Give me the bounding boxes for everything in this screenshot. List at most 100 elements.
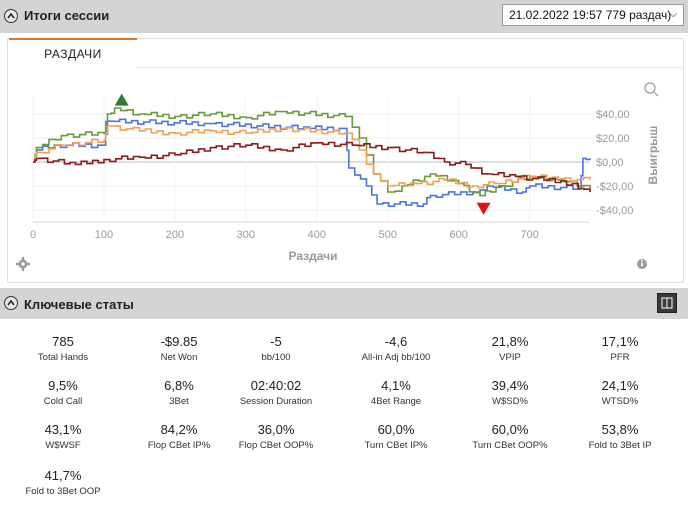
stat-value: 785 [52, 334, 74, 349]
stat-label: All-in Adj bb/100 [361, 352, 431, 363]
stat-value: 43,1% [44, 422, 82, 437]
collapse-stats-button[interactable] [4, 296, 18, 310]
stat-label: WTSD% [601, 396, 639, 407]
y-tick-label: $0,00 [596, 157, 624, 169]
stat-label: Turn CBet OOP% [472, 440, 548, 451]
y-tick-label: -$20,00 [596, 181, 633, 193]
chevron-up-icon [7, 12, 15, 19]
session-title: Итоги сессии [24, 8, 110, 23]
stat-value: -5 [270, 334, 282, 349]
tab-hands-label: РАЗДАЧИ [44, 47, 102, 61]
series-line [33, 107, 591, 197]
stat-value: 9,5% [48, 378, 78, 393]
stat-item: 785 Total Hands [8, 334, 118, 363]
stat-label: Session Duration [239, 396, 313, 407]
stat-value: 6,8% [164, 378, 194, 393]
stat-value: -$9.85 [160, 334, 198, 349]
stat-label: 4Bet Range [370, 396, 422, 407]
stat-label: W$SD% [492, 396, 528, 407]
stat-label: Cold Call [43, 396, 83, 407]
columns-icon [661, 297, 673, 309]
x-tick-label: 300 [237, 229, 255, 241]
stat-value: 36,0% [257, 422, 295, 437]
gear-icon[interactable] [16, 257, 30, 271]
stat-item: 41,7% Fold to 3Bet OOP [8, 468, 118, 497]
y-tick-label: -$40,00 [596, 205, 633, 217]
chart-panel [7, 38, 684, 283]
stat-item: 21,8% VPIP [455, 334, 565, 363]
x-axis-label: Раздачи [289, 249, 338, 263]
stat-value: 21,8% [491, 334, 529, 349]
y-axis-ticks: $40,00 $20,00 $0,00 -$20,00 -$40,00 [596, 109, 633, 217]
x-tick-label: 0 [30, 229, 36, 241]
winnings-chart: 0 100 200 300 400 500 600 700 $40,00 $20,00 $0,00… [16, 82, 660, 271]
chart-markers [114, 93, 491, 215]
stat-value: 41,7% [44, 468, 82, 483]
x-tick-label: 500 [379, 229, 397, 241]
x-tick-label: 200 [166, 229, 184, 241]
info-icon[interactable] [637, 259, 647, 269]
stat-item: 60,0% Turn CBet OOP% [455, 422, 565, 451]
stat-item: -5 bb/100 [221, 334, 331, 363]
session-header: Итоги сессии 21.02.2022 19:57 779 раздач… [0, 0, 688, 33]
x-tick-label: 400 [308, 229, 326, 241]
stat-value: 60,0% [377, 422, 415, 437]
stat-item: 02:40:02 Session Duration [221, 378, 331, 407]
stat-item: 24,1% WTSD% [565, 378, 675, 407]
max-marker [114, 93, 129, 106]
key-stats-header: Ключевые статы [0, 288, 688, 319]
stat-label: Flop CBet IP% [147, 440, 211, 451]
chart-grid [32, 96, 590, 223]
stat-value: 4,1% [381, 378, 411, 393]
stat-item: 9,5% Cold Call [8, 378, 118, 407]
min-marker [476, 202, 491, 215]
stat-label: Flop CBet OOP% [238, 440, 314, 451]
stat-item: -4,6 All-in Adj bb/100 [341, 334, 451, 363]
stat-label: Fold to 3Bet IP [588, 440, 652, 451]
y-tick-label: $40,00 [596, 109, 630, 121]
stat-value: 17,1% [601, 334, 639, 349]
series-line [33, 141, 591, 192]
stat-item: 36,0% Flop CBet OOP% [221, 422, 331, 451]
x-axis-ticks: 0 100 200 300 400 500 600 700 [30, 229, 539, 241]
session-select[interactable]: 21.02.2022 19:57 779 раздач) ⌵ [502, 4, 684, 26]
series-line [33, 118, 591, 207]
stat-label: bb/100 [261, 352, 291, 363]
stat-item: 17,1% PFR [565, 334, 675, 363]
y-tick-label: $20,00 [596, 133, 630, 145]
stat-item: 4,1% 4Bet Range [341, 378, 451, 407]
stat-value: -4,6 [384, 334, 408, 349]
stat-item: 39,4% W$SD% [455, 378, 565, 407]
stat-label: Total Hands [37, 352, 89, 363]
stat-item: 6,8% 3Bet [124, 378, 234, 407]
key-stats-title: Ключевые статы [24, 297, 134, 312]
y-axis-label: Выигрыш [646, 126, 660, 185]
stat-value: 39,4% [491, 378, 529, 393]
stat-item: 84,2% Flop CBet IP% [124, 422, 234, 451]
layout-toggle-button[interactable] [657, 293, 677, 313]
chevron-down-icon: ⌵ [669, 9, 677, 20]
session-select-value: 21.02.2022 19:57 779 раздач) [509, 8, 672, 22]
x-tick-label: 700 [521, 229, 539, 241]
stat-item: 43,1% W$WSF [8, 422, 118, 451]
chart-series [33, 107, 591, 207]
tab-hands[interactable]: РАЗДАЧИ [9, 38, 137, 68]
stat-value: 84,2% [160, 422, 198, 437]
stat-label: PFR [610, 352, 630, 363]
stat-label: Turn CBet IP% [364, 440, 428, 451]
stat-value: 53,8% [601, 422, 639, 437]
stat-item: 60,0% Turn CBet IP% [341, 422, 451, 451]
stat-item: -$9.85 Net Won [124, 334, 234, 363]
stat-label: 3Bet [169, 396, 189, 407]
series-line [33, 125, 591, 189]
collapse-session-button[interactable] [4, 9, 18, 23]
zoom-icon[interactable] [644, 82, 659, 97]
chevron-up-icon [7, 299, 15, 306]
stat-value: 02:40:02 [250, 378, 302, 393]
stat-item: 53,8% Fold to 3Bet IP [565, 422, 675, 451]
x-tick-label: 600 [450, 229, 468, 241]
stat-value: 60,0% [491, 422, 529, 437]
stat-label: W$WSF [45, 440, 81, 451]
tab-divider [137, 67, 684, 68]
stat-label: Fold to 3Bet OOP [25, 486, 101, 497]
